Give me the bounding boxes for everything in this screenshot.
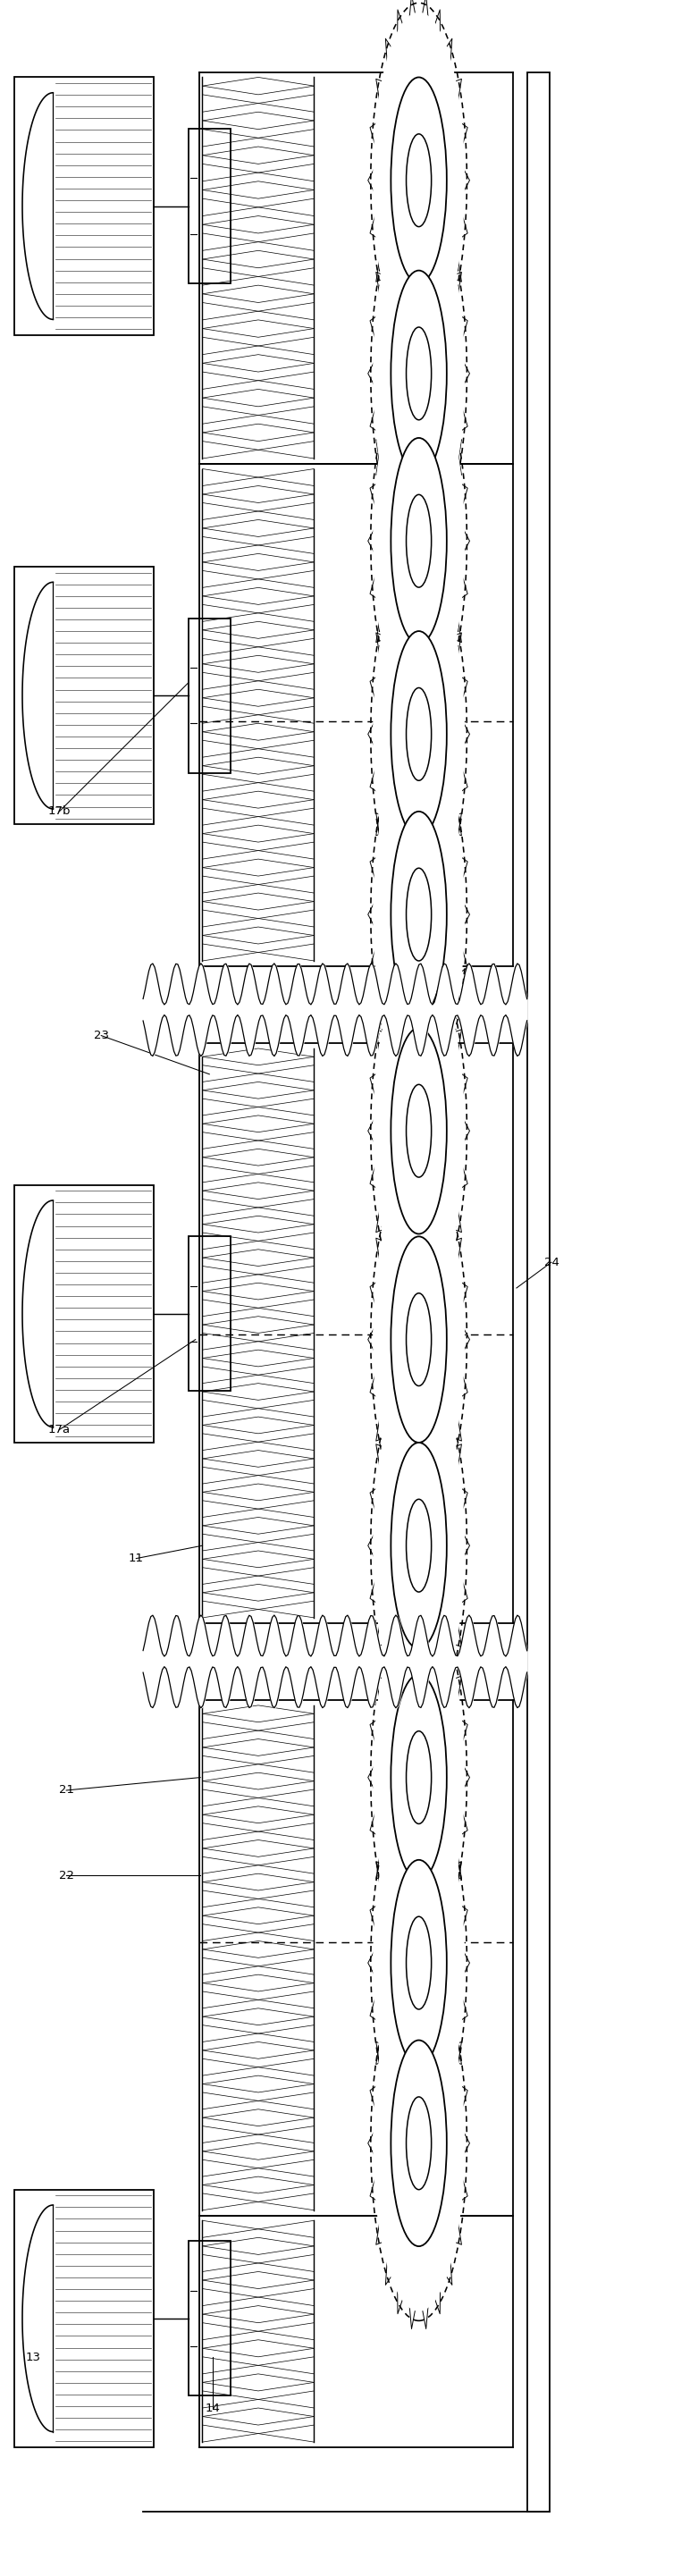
- Bar: [188, 2241, 230, 2396]
- Circle shape: [391, 77, 447, 283]
- Polygon shape: [22, 1200, 53, 1427]
- Circle shape: [406, 327, 431, 420]
- Polygon shape: [373, 13, 464, 348]
- Circle shape: [406, 1293, 431, 1386]
- Polygon shape: [373, 1976, 464, 2311]
- Text: 14: 14: [205, 2403, 221, 2414]
- Circle shape: [406, 1917, 431, 2009]
- Circle shape: [391, 1860, 447, 2066]
- Circle shape: [391, 270, 447, 477]
- Circle shape: [391, 1236, 447, 1443]
- Text: 24: 24: [544, 1257, 559, 1267]
- Circle shape: [391, 631, 447, 837]
- Text: 21: 21: [59, 1785, 74, 1795]
- Text: 17b: 17b: [48, 806, 70, 817]
- Bar: [188, 618, 230, 773]
- Circle shape: [391, 1443, 447, 1649]
- Text: 23: 23: [94, 1030, 109, 1041]
- Circle shape: [406, 1084, 431, 1177]
- Bar: [188, 129, 230, 283]
- Bar: [14, 567, 154, 824]
- Polygon shape: [373, 1172, 464, 1507]
- Polygon shape: [22, 2205, 53, 2432]
- Bar: [14, 2190, 154, 2447]
- Polygon shape: [373, 1378, 464, 1713]
- Circle shape: [391, 1674, 447, 1880]
- Polygon shape: [373, 1795, 464, 2130]
- Bar: [14, 77, 154, 335]
- Circle shape: [406, 868, 431, 961]
- Text: 11: 11: [128, 1553, 144, 1564]
- Text: 13: 13: [26, 2352, 41, 2362]
- Bar: [188, 1236, 230, 1391]
- Polygon shape: [22, 93, 53, 319]
- Circle shape: [406, 1731, 431, 1824]
- Circle shape: [391, 2040, 447, 2246]
- Circle shape: [406, 495, 431, 587]
- Polygon shape: [373, 567, 464, 902]
- Circle shape: [391, 438, 447, 644]
- Circle shape: [391, 811, 447, 1018]
- Polygon shape: [373, 206, 464, 541]
- Bar: [527, 72, 549, 2512]
- Bar: [14, 1185, 154, 1443]
- Polygon shape: [373, 1610, 464, 1945]
- Polygon shape: [373, 747, 464, 1082]
- Circle shape: [406, 2097, 431, 2190]
- Circle shape: [406, 1499, 431, 1592]
- Circle shape: [406, 134, 431, 227]
- Polygon shape: [22, 582, 53, 809]
- Circle shape: [391, 1028, 447, 1234]
- Circle shape: [406, 688, 431, 781]
- Polygon shape: [373, 963, 464, 1298]
- Polygon shape: [373, 374, 464, 708]
- Text: 17a: 17a: [48, 1425, 70, 1435]
- Text: 22: 22: [59, 1870, 74, 1880]
